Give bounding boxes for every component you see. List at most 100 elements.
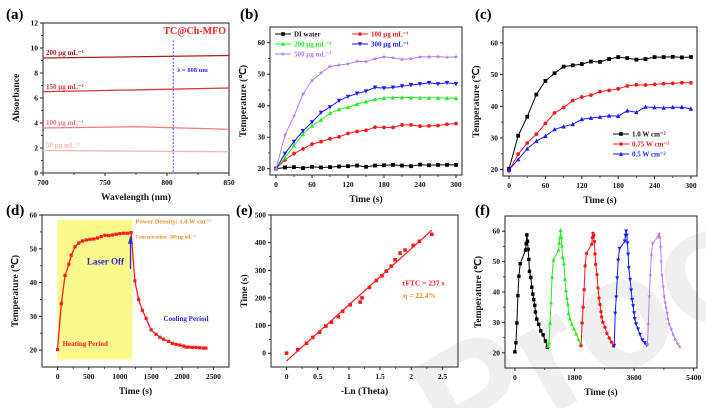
data-point	[367, 285, 372, 290]
data-point	[648, 272, 653, 277]
data-point	[390, 95, 396, 100]
data-point	[411, 243, 415, 248]
data-point	[417, 82, 423, 87]
data-point	[525, 233, 529, 237]
data-point	[634, 109, 639, 115]
absorbance-line	[42, 54, 230, 59]
data-point	[543, 78, 548, 83]
data-point	[282, 155, 288, 160]
data-point	[556, 247, 561, 252]
data-point	[390, 55, 396, 60]
data-point	[652, 105, 657, 110]
y-tick-label: 500	[255, 211, 267, 220]
watermark: Proofs	[384, 92, 706, 408]
data-point	[355, 163, 359, 168]
data-point	[122, 231, 126, 235]
data-point	[133, 279, 137, 283]
data-point	[310, 335, 315, 340]
data-point	[99, 235, 103, 239]
data-point	[55, 347, 60, 352]
data-point	[534, 132, 539, 137]
data-point	[597, 296, 601, 300]
data-point	[607, 57, 611, 61]
data-point	[565, 302, 570, 307]
cooling-period-label: Cooling Period	[164, 315, 209, 323]
y-tick-label: 20	[30, 346, 38, 355]
data-point	[534, 138, 539, 144]
data-point	[118, 231, 122, 236]
data-point	[579, 95, 584, 99]
data-point	[337, 134, 341, 139]
data-point	[300, 131, 306, 136]
data-point	[599, 315, 604, 319]
data-point	[382, 125, 386, 130]
legend-label: 100 μg mL⁻¹	[371, 31, 409, 39]
data-point	[417, 54, 423, 59]
series-line	[275, 56, 457, 169]
data-point	[561, 64, 566, 69]
data-point	[63, 273, 67, 278]
x-axis-label: Time (s)	[349, 194, 382, 205]
panel-label: (b)	[240, 7, 258, 23]
data-point	[381, 86, 387, 91]
data-point	[670, 81, 675, 86]
data-point	[677, 344, 682, 349]
data-point	[570, 121, 575, 127]
data-point	[636, 327, 641, 332]
panel-label: (a)	[6, 7, 24, 23]
data-point	[204, 346, 208, 350]
data-point	[593, 252, 597, 256]
data-point	[336, 62, 342, 68]
data-point	[647, 293, 652, 299]
panel-b: (b) 0 60 120 180 240 300 20 30 40 50 60 Time (s) Temp…	[238, 7, 463, 205]
x-tick-label: 0	[274, 180, 278, 189]
data-point	[515, 157, 521, 162]
data-point	[662, 293, 667, 299]
y-axis-label: Temperature (℃)	[473, 256, 484, 328]
data-point	[655, 234, 661, 239]
data-point	[426, 54, 432, 59]
x-tick-label: 300	[685, 181, 697, 190]
y-tick-label: 12	[31, 19, 39, 28]
data-point	[358, 32, 362, 36]
legend-label: 1.0 W cm⁻²	[632, 131, 666, 139]
x-tick-label: 240	[414, 180, 426, 189]
data-point	[336, 106, 342, 112]
data-point	[643, 83, 648, 87]
data-point	[372, 56, 378, 61]
y-tick-label: 10	[31, 44, 39, 53]
data-point	[622, 239, 627, 244]
data-point	[552, 71, 557, 76]
data-point	[408, 95, 414, 100]
x-tick-label: 240	[649, 181, 661, 190]
y-axis-label: Temperature (℃)	[238, 65, 249, 137]
y-tick-label: 40	[258, 101, 266, 110]
concentration-label: Concentration: 300 μg mL⁻¹	[136, 235, 197, 241]
y-tick-label: 0	[262, 349, 266, 358]
data-point	[524, 241, 528, 246]
data-point	[403, 248, 407, 252]
data-point	[436, 123, 440, 128]
x-tick-label: 750	[99, 178, 111, 187]
panel-label: (c)	[475, 7, 492, 23]
data-point	[304, 341, 309, 346]
data-point	[363, 99, 369, 104]
x-tick-label: 3600	[627, 373, 642, 382]
data-point	[391, 125, 395, 130]
data-point	[543, 133, 548, 138]
data-point	[667, 321, 672, 326]
y-tick-label: 50	[493, 257, 501, 266]
data-point	[426, 80, 432, 86]
data-point	[645, 342, 650, 347]
data-point	[613, 311, 618, 316]
data-point	[95, 236, 100, 240]
data-point	[363, 59, 369, 64]
data-point	[588, 115, 594, 120]
data-point	[632, 317, 637, 321]
data-point	[638, 332, 643, 337]
legend-label: 500 μg mL⁻¹	[294, 51, 332, 59]
data-point	[88, 237, 92, 241]
heating-period-region	[57, 220, 133, 360]
data-point	[616, 55, 621, 60]
data-point	[158, 335, 162, 339]
